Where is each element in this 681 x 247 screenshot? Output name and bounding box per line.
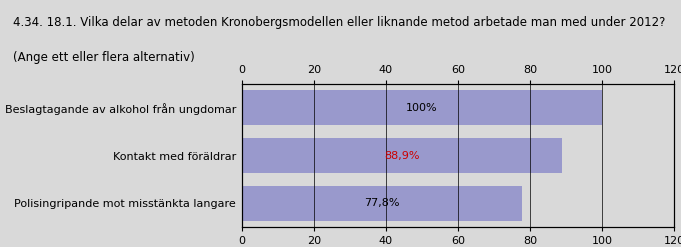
Text: 4.34. 18.1. Vilka delar av metoden Kronobergsmodellen eller liknande metod arbet: 4.34. 18.1. Vilka delar av metoden Krono… <box>14 16 666 29</box>
Text: 100%: 100% <box>406 103 438 113</box>
Bar <box>242 186 522 221</box>
Bar <box>242 138 562 173</box>
Text: 77,8%: 77,8% <box>364 199 400 208</box>
Text: 88,9%: 88,9% <box>384 151 419 161</box>
Bar <box>242 90 602 125</box>
Text: (Ange ett eller flera alternativ): (Ange ett eller flera alternativ) <box>14 51 195 64</box>
